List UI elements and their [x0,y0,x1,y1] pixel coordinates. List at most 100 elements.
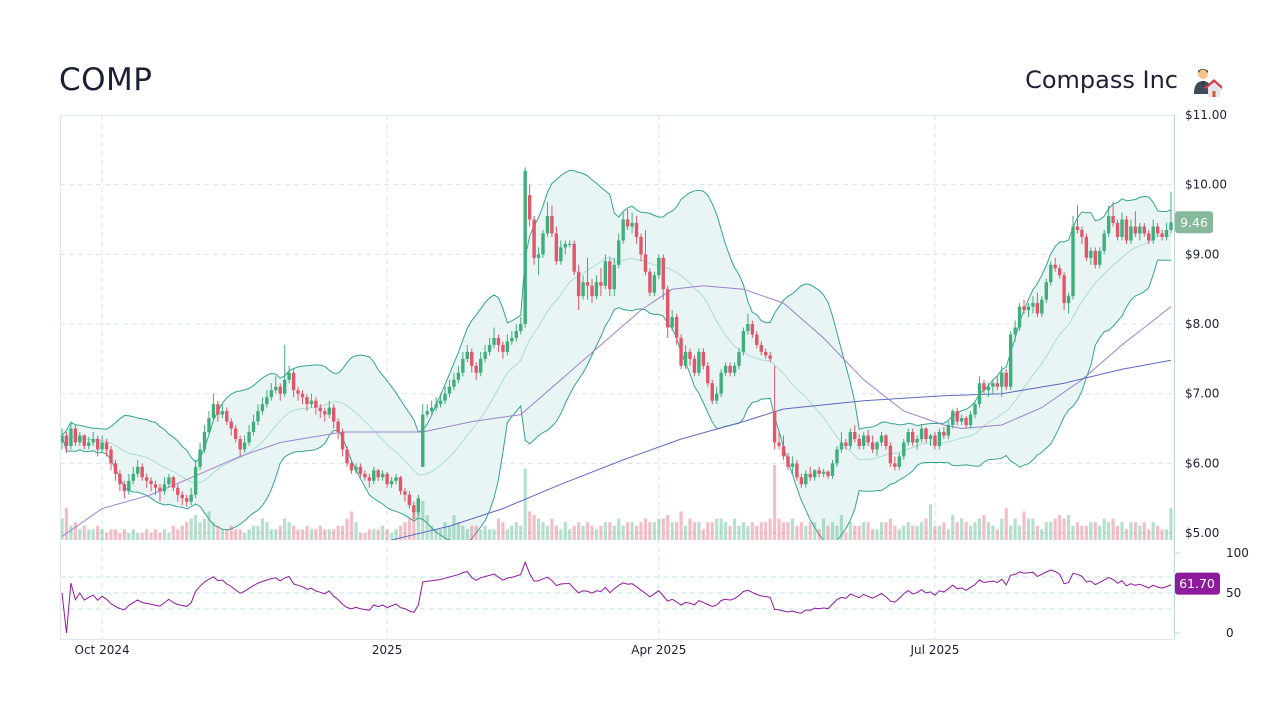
volume-bar [447,525,452,540]
candle [189,487,193,506]
candle [487,337,492,356]
volume-bar [185,522,189,540]
candle-body [848,432,853,446]
candle [434,397,438,412]
candle [470,348,474,373]
bollinger-bands [61,169,1172,540]
candle [171,475,176,492]
candle [345,445,349,467]
candle [910,428,915,446]
candle-body [790,463,795,467]
candle [180,491,184,506]
volume-bar [719,518,723,540]
candle-body [590,285,594,297]
candle [772,365,777,450]
candle-body [202,432,207,450]
volume-bar [808,522,812,540]
candle [456,365,461,384]
candle-body [434,404,438,408]
candle-body [701,351,706,366]
volume-bar [746,525,750,540]
price-tick-label: $6.00 [1185,456,1219,470]
candle-body [327,407,331,415]
volume-bar [830,522,835,540]
candle-body [688,351,692,359]
candle [1013,320,1017,342]
candle [501,341,505,359]
candle-body [536,254,541,258]
candle-body [812,470,817,478]
volume-bar [430,525,434,540]
candle-body [915,438,919,443]
candle-body [122,484,127,492]
candle [928,434,933,446]
volume-bar [363,532,367,540]
candle-body [443,393,447,401]
volume-bar [1107,522,1111,540]
bollinger-fill [62,170,1171,540]
candle [1151,219,1155,244]
volume-bar [1022,511,1026,540]
candle [750,320,755,338]
bollinger-upper [61,169,1172,463]
candle-body [741,330,746,352]
volume-bar [87,529,91,540]
volume-bar [100,529,104,540]
volume-bar [234,529,238,540]
volume-bar [167,532,171,540]
volume-bar [1009,525,1013,540]
volume-bar [986,522,990,540]
candle-body [394,477,398,481]
volume-bar [545,525,550,540]
candle-body [349,463,354,471]
candle [340,428,345,457]
volume-bar [216,525,220,540]
candle [122,480,127,499]
volume-bar [1124,529,1129,540]
candle-body [282,379,287,394]
candle-body [608,261,612,290]
volume-bar [875,529,879,540]
volume-bar [283,518,287,540]
candle-body [559,247,563,262]
volume-bar [60,518,64,540]
candle-body [1133,226,1138,234]
candle [764,348,768,359]
candle [238,435,242,457]
volume-bar [942,522,946,540]
candle-body [461,358,465,373]
candle [149,477,153,492]
candle [608,257,612,297]
candle [1035,292,1040,318]
volume-bar [1071,525,1075,540]
volume-bar [764,522,768,540]
volume-bar [844,532,848,540]
volume-bar [666,515,670,540]
candle [251,414,256,436]
candle-body [91,438,95,443]
volume-bar [924,518,928,540]
candle-body [576,271,581,297]
candle [336,418,340,439]
candle [69,421,73,450]
candle-body [398,477,403,492]
candle [826,470,830,479]
candle-body [438,400,443,405]
volume-bar [220,529,224,540]
candle-body [340,432,345,450]
candle [425,404,429,419]
candle [977,376,982,408]
moving-average-line [391,359,1172,540]
candle [318,404,323,419]
volume-bar [577,522,581,540]
volume-bar [911,525,915,540]
candle [612,257,616,297]
volume-bar [492,529,496,540]
candle [300,390,305,405]
candle-body [612,264,616,290]
candle [233,425,238,443]
candle [421,404,425,467]
candle-body [853,432,857,439]
candle [839,432,844,453]
rsi-line [61,560,1172,634]
